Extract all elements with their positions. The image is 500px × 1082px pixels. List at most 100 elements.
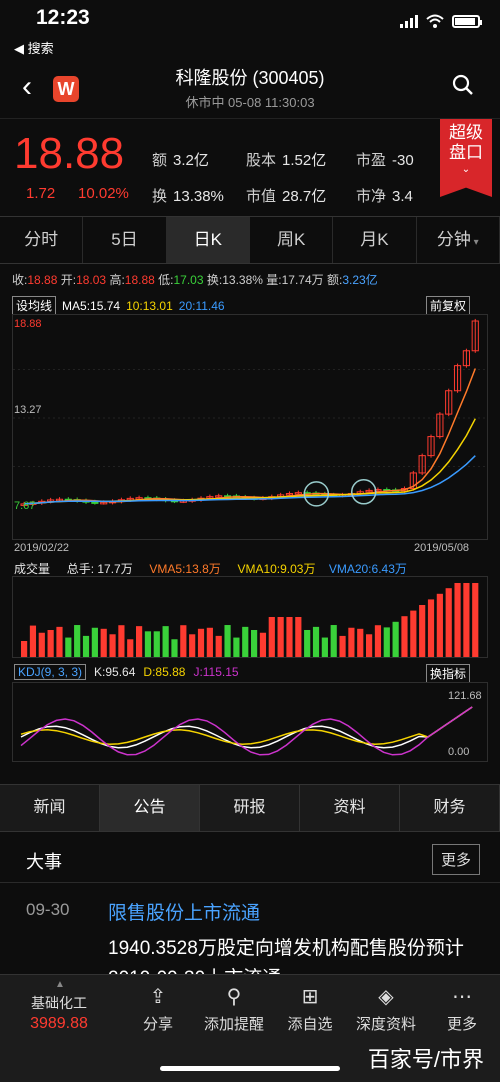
battery-icon [452, 14, 482, 28]
kdj-j-line [20, 706, 473, 756]
switch-indicator-button[interactable]: 换指标 [426, 664, 471, 683]
volume-bar-19 [189, 634, 196, 657]
kdj-legend: KDJ(9, 3, 3) K:95.64 D:85.88 J:115.15 [14, 664, 239, 680]
status-bar: 12:23 [0, 0, 500, 34]
add-watchlist-button[interactable]: ⊞ 添自选 [272, 985, 348, 1034]
back-to-search-link[interactable]: ◀ 搜索 [14, 41, 54, 56]
back-icon[interactable]: ‹ [22, 70, 32, 103]
ma-legend: 设均线 MA5:15.74 10:13.01 20:11.46 [12, 296, 225, 315]
kdj-settings-button[interactable]: KDJ(9, 3, 3) [14, 664, 87, 680]
tab-minute[interactable]: 分钟 ▾ [417, 217, 500, 263]
stat-market-cap: 市值 28.7亿 [246, 188, 327, 205]
kdj-axis-top: 121.68 [448, 690, 482, 702]
bottom-toolbar: ▲ 基础化工 3989.88 ⇪ 分享 ⚲ 添加提醒 ⊞ 添自选 ◈ 深度资料 ⋯ 更多 [0, 974, 500, 1082]
market-status: 休市中 05-08 11:30:03 [185, 95, 315, 110]
candle-0 [20, 503, 28, 506]
ma20-line [24, 455, 476, 505]
stat-share-capital: 股本 1.52亿 [246, 152, 327, 169]
stock-title: 科隆股份 (300405) [175, 68, 325, 88]
event-marker-plus-icon [303, 481, 330, 507]
set-ma-button[interactable]: 设均线 [12, 296, 57, 315]
volume-bar-8 [91, 627, 98, 657]
tab-intraday[interactable]: 分时 [0, 217, 84, 263]
share-button[interactable]: ⇪ 分享 [120, 985, 196, 1034]
volume-bar-51 [472, 583, 479, 657]
candle-31 [294, 492, 302, 495]
last-price: 18.88 [14, 129, 125, 178]
volume-legend: 成交量 总手: 17.7万 VMA5:13.8万 VMA10:9.03万 VMA… [14, 560, 407, 577]
volume-bar-32 [304, 629, 311, 657]
volume-bar-42 [392, 621, 399, 657]
tab-announcements[interactable]: 公告 [100, 785, 200, 831]
tab-daily-k[interactable]: 日K [166, 217, 250, 263]
tab-monthly-k[interactable]: 月K [333, 217, 417, 263]
candle-40 [374, 489, 382, 492]
tab-5day[interactable]: 5日 [83, 217, 167, 263]
volume-bar-50 [463, 583, 470, 657]
volume-bar-20 [197, 628, 205, 657]
kdj-chart[interactable] [12, 682, 488, 762]
volume-bar-12 [127, 639, 134, 657]
home-indicator [160, 1066, 340, 1071]
search-icon[interactable] [452, 74, 474, 96]
candle-46 [427, 436, 435, 457]
candle-51 [471, 320, 479, 352]
vma5-value: VMA5:13.8万 [149, 562, 221, 576]
volume-bar-3 [47, 629, 54, 657]
volume-bar-27 [259, 632, 267, 657]
candle-30 [285, 493, 294, 496]
stat-turnover: 换 13.38% [152, 188, 224, 205]
super-orderbook-button[interactable]: 超级 盘口 ⌄ [440, 119, 492, 197]
add-alert-button[interactable]: ⚲ 添加提醒 [196, 985, 272, 1034]
app-logo-icon: W [53, 76, 79, 102]
y-axis-low: 7.67 [14, 500, 36, 512]
chevron-down-icon: ⌄ [461, 164, 471, 175]
x-axis-end: 2019/05/08 [414, 542, 470, 554]
volume-bar-46 [427, 599, 435, 657]
volume-bar-49 [454, 583, 461, 657]
signal-icon [400, 14, 418, 28]
kline-chart[interactable] [12, 314, 488, 540]
kdj-k-value: K:95.64 [94, 665, 136, 679]
more-button[interactable]: 更多 [431, 844, 480, 875]
volume-bar-1 [29, 625, 37, 657]
kdj-d-line [20, 706, 473, 745]
kdj-j-value: J:115.15 [193, 665, 239, 679]
ma5-line [24, 368, 476, 505]
event-marker-minus-icon [351, 479, 377, 505]
deep-info-button[interactable]: ◈ 深度资料 [348, 985, 424, 1034]
volume-bar-48 [445, 588, 452, 657]
candle-21 [206, 496, 214, 499]
volume-chart[interactable] [12, 576, 488, 658]
volume-bar-28 [268, 617, 275, 657]
more-menu-button[interactable]: ⋯ 更多 [424, 985, 500, 1034]
volume-bar-5 [65, 637, 72, 657]
nav-bar: ‹ W 科隆股份 (300405) 休市中 05-08 11:30:03 [0, 56, 500, 116]
y-axis-mid: 13.27 [14, 404, 42, 416]
volume-bar-18 [180, 625, 187, 657]
industry-value: 3989.88 [30, 1015, 88, 1032]
tab-research[interactable]: 研报 [200, 785, 300, 831]
tab-news[interactable]: 新闻 [0, 785, 100, 831]
volume-bar-13 [136, 626, 143, 657]
volume-bar-44 [410, 610, 417, 657]
candle-49 [453, 365, 462, 392]
tab-profile[interactable]: 资料 [300, 785, 400, 831]
kdj-k-line [20, 706, 473, 749]
industry-index[interactable]: ▲ 基础化工 3989.88 [0, 975, 118, 1035]
volume-bar-26 [251, 630, 258, 657]
x-axis-start: 2019/02/22 [14, 542, 70, 554]
tab-weekly-k[interactable]: 周K [250, 217, 334, 263]
adjust-mode-button[interactable]: 前复权 [426, 296, 471, 315]
kline-svg [13, 318, 487, 507]
volume-bar-21 [206, 627, 213, 657]
status-icons [400, 14, 482, 28]
volume-bar-47 [436, 593, 443, 657]
volume-bar-35 [330, 625, 337, 657]
volume-bar-10 [109, 634, 116, 657]
ma20-value: 20:11.46 [178, 298, 225, 313]
volume-bar-11 [118, 625, 125, 657]
event-title[interactable]: 限售股份上市流通 [108, 903, 261, 924]
tab-financials[interactable]: 财务 [400, 785, 500, 831]
